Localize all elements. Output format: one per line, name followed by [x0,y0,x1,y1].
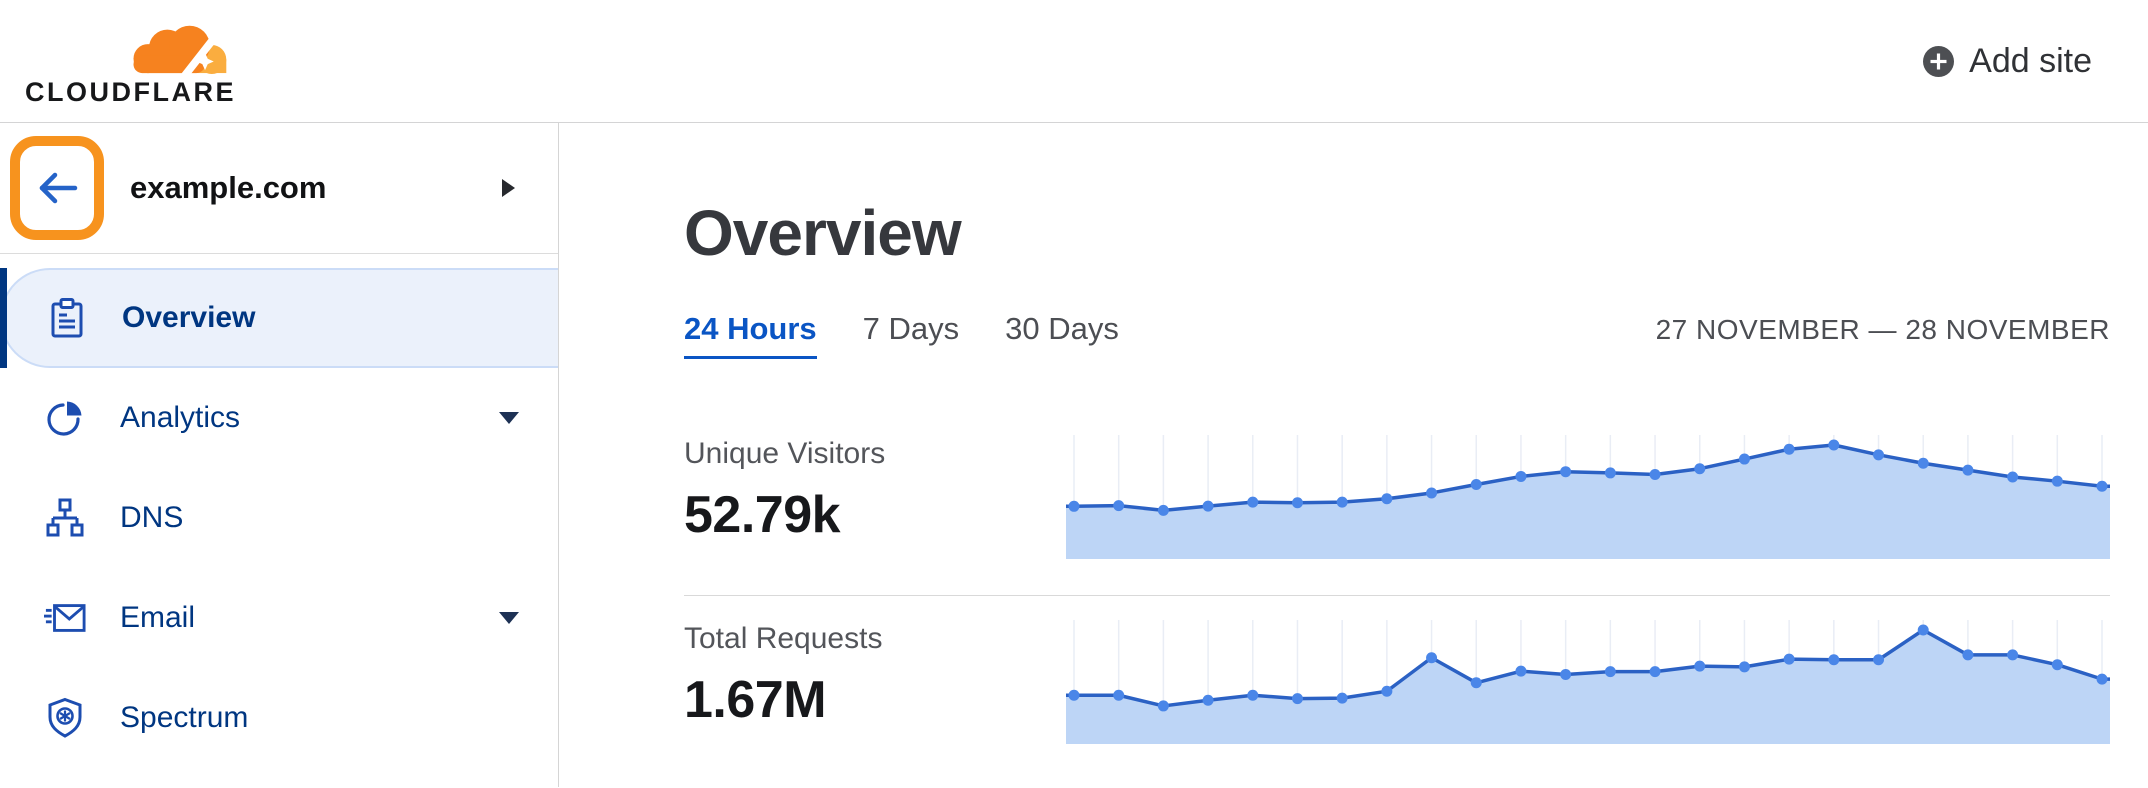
back-button-highlight[interactable] [10,136,104,240]
date-range-label: 27 NOVEMBER — 28 NOVEMBER [1655,314,2110,345]
tab-7-days[interactable]: 7 Days [862,311,960,346]
add-site-label: Add site [1969,41,2092,80]
sidebar-item-analytics[interactable]: Analytics [0,368,558,468]
chevron-right-icon[interactable] [501,178,516,198]
metric-label: Unique Visitors [684,437,886,470]
sidebar: example.com Overview [0,123,559,787]
add-site-button[interactable]: Add site [1923,42,2092,81]
metric-info: Unique Visitors 52.79k [684,433,1066,545]
sidebar-item-label: DNS [120,501,184,534]
tab-24-hours[interactable]: 24 Hours [684,311,817,359]
back-arrow-icon [39,172,78,204]
selected-accent-bar [0,268,7,368]
site-switcher: example.com [0,123,558,254]
sidebar-item-label: Spectrum [120,701,249,734]
shield-icon [44,697,86,739]
metric-value: 52.79k [684,486,841,544]
sidebar-item-label: Overview [122,301,256,334]
cloudflare-wordmark: CLOUDFLARE [25,76,236,107]
sidebar-item-email[interactable]: Email [0,568,558,668]
tab-30-days[interactable]: 30 Days [1005,311,1119,346]
page-title: Overview [684,197,962,269]
time-range-tabs: 24 Hours 7 Days 30 Days 27 NOVEMBER — 28… [684,311,2110,359]
chevron-down-icon[interactable] [498,611,520,625]
pie-chart-icon [44,398,86,438]
top-header: CLOUDFLARE Add site [0,0,2148,123]
total-requests-chart [1066,620,2110,744]
metric-value: 1.67M [684,671,827,729]
sidebar-menu: Overview Analytics [0,254,558,788]
cloudflare-logo[interactable]: CLOUDFLARE [25,17,236,108]
plus-circle-icon [1923,45,1955,77]
clipboard-icon [46,297,88,339]
unique-visitors-chart [1066,435,2110,559]
cloudflare-cloud-icon [133,25,227,75]
dns-tree-icon [44,498,86,538]
sidebar-item-spectrum[interactable]: Spectrum [0,668,558,768]
sidebar-item-dns[interactable]: DNS [0,468,558,568]
metric-info: Total Requests 1.67M [684,618,1066,730]
metrics-section: Unique Visitors 52.79k Total Requests 1.… [684,411,2110,780]
sidebar-item-label: Analytics [120,401,241,434]
metric-label: Total Requests [684,622,883,655]
site-name: example.com [130,170,327,205]
metric-row-unique-visitors: Unique Visitors 52.79k [684,411,2110,595]
chevron-down-icon[interactable] [498,411,520,425]
sidebar-item-label: Email [120,601,196,634]
sidebar-item-overview[interactable]: Overview [0,268,558,368]
email-icon [44,602,86,634]
main-content: Overview 24 Hours 7 Days 30 Days 27 NOVE… [559,123,2148,787]
metric-row-total-requests: Total Requests 1.67M [684,595,2110,780]
